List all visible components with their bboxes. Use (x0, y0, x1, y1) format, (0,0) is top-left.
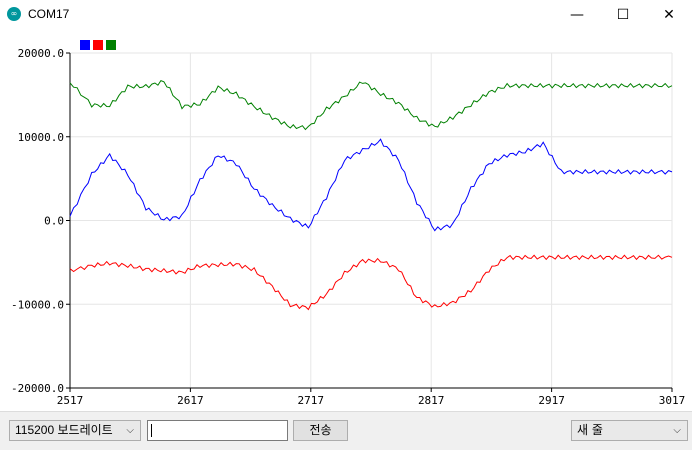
y-tick-label: -20000.0 (11, 382, 64, 395)
series-line-2 (69, 79, 673, 131)
series-line-1 (69, 254, 673, 311)
send-input[interactable] (147, 420, 288, 441)
x-tick-label: 2717 (298, 394, 325, 407)
plot-grid (69, 52, 673, 389)
window-title: COM17 (28, 7, 70, 21)
legend-swatch-0 (80, 40, 90, 50)
plot-series (69, 79, 673, 311)
legend-swatch-1 (93, 40, 103, 50)
maximize-button[interactable]: ☐ (616, 7, 630, 23)
legend-swatch-2 (106, 40, 116, 50)
series-line-0 (69, 138, 673, 232)
text-caret (151, 424, 152, 437)
y-tick-label: -10000.0 (11, 298, 64, 311)
serial-plotter-area: 20000.0 10000.0 0.0 -10000.0 -20000.0 2517 261… (0, 30, 692, 410)
y-tick-label: 20000.0 (18, 47, 64, 60)
bottom-toolbar: 115200 보드레이트 ⌵ 전송 새 줄 ⌵ (0, 411, 692, 450)
y-tick-label: 0.0 (44, 215, 64, 228)
x-tick-label: 2817 (418, 394, 445, 407)
line-ending-label: 새 줄 (577, 423, 603, 437)
title-bar: ∞ COM17 — ☐ ✕ (0, 0, 692, 30)
send-button[interactable]: 전송 (293, 420, 348, 441)
baud-rate-select[interactable]: 115200 보드레이트 ⌵ (9, 420, 141, 441)
baud-rate-label: 115200 보드레이트 (15, 423, 113, 437)
minimize-button[interactable]: — (570, 7, 584, 23)
line-ending-select[interactable]: 새 줄 ⌵ (571, 420, 688, 441)
chevron-down-icon: ⌵ (673, 425, 681, 436)
x-tick-label: 2917 (538, 394, 565, 407)
x-tick-label: 2617 (177, 394, 204, 407)
plot-legend (80, 40, 116, 50)
x-tick-label: 3017 (659, 394, 686, 407)
close-button[interactable]: ✕ (663, 7, 675, 23)
arduino-icon: ∞ (7, 7, 21, 21)
y-tick-label: 10000.0 (18, 131, 64, 144)
x-tick-label: 2517 (57, 394, 84, 407)
chevron-down-icon: ⌵ (126, 425, 134, 436)
